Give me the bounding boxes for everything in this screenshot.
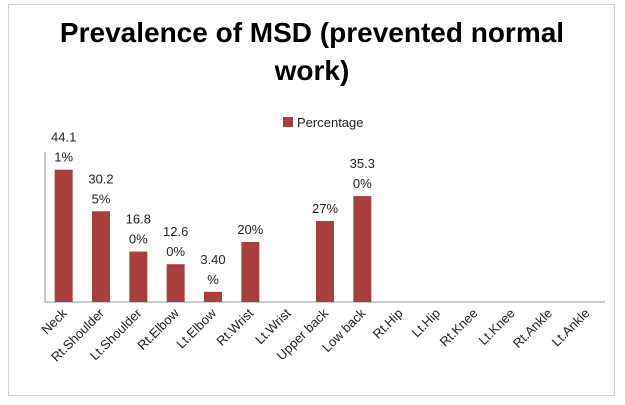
data-label: 12.6 0% [163, 224, 188, 259]
data-label: 27% [312, 201, 338, 216]
bar [129, 251, 148, 302]
x-tick-label: Rt.Wrist [213, 305, 256, 348]
data-label-line: 16.8 [126, 212, 151, 227]
data-label-line: % [207, 272, 219, 287]
bar [241, 242, 260, 302]
data-label-line: 0% [166, 244, 185, 259]
x-tick-label: Rt.Knee [437, 306, 481, 350]
bar [92, 211, 110, 302]
data-label: 16.8 0% [126, 212, 151, 247]
bar [166, 264, 185, 302]
x-tick-label: Lt.Ankle [549, 306, 593, 350]
data-label-line: 27% [312, 201, 338, 216]
data-label: 3.40% [200, 252, 225, 287]
x-tick-label: Neck [38, 305, 70, 337]
chart-frame [8, 4, 615, 396]
legend-swatch [283, 117, 293, 127]
data-label: 44.1 1% [51, 130, 76, 165]
x-tick-label: Lt.Elbow [173, 305, 219, 351]
data-label: 30.2 5% [88, 171, 113, 206]
bar [204, 291, 222, 302]
x-tick-label: Lt.Hip [408, 306, 443, 341]
data-label-line: 0% [353, 176, 372, 191]
data-label-line: 0% [129, 232, 148, 247]
data-label-line: 20% [237, 222, 263, 237]
x-tick-label: Rt.Elbow [134, 305, 182, 353]
data-label-line: 30.2 [88, 171, 113, 186]
data-label: 20% [237, 222, 263, 237]
bar [353, 196, 372, 302]
data-label-line: 44.1 [51, 130, 76, 145]
data-label-line: 1% [54, 150, 73, 165]
data-label-line: 35.3 [350, 156, 375, 171]
x-tick-label: Rt.Ankle [510, 306, 555, 351]
chart-title: Prevalence of MSD (prevented normal work… [59, 17, 565, 86]
data-label-line: 12.6 [163, 224, 188, 239]
bar [316, 221, 334, 302]
data-label-line: 3.40 [200, 252, 225, 267]
data-label-line: 5% [92, 191, 111, 206]
data-label: 35.3 0% [350, 156, 375, 191]
legend-label: Percentage [297, 115, 364, 130]
bar [54, 169, 73, 302]
x-tick-label: Rt.Hip [370, 306, 406, 342]
